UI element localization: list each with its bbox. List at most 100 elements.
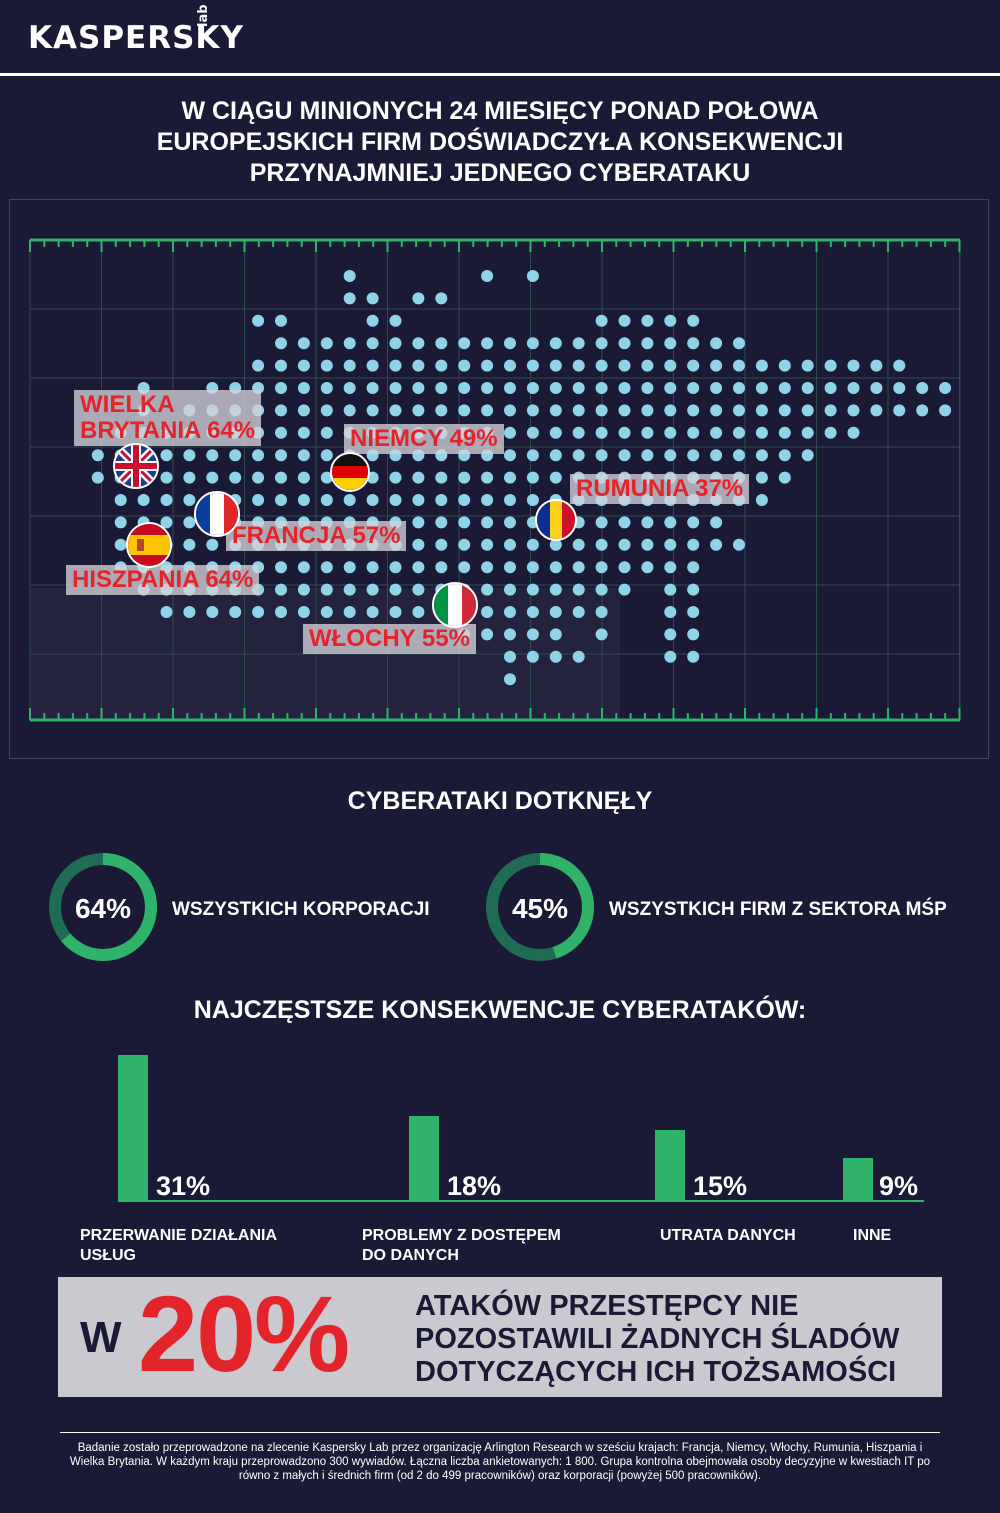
map-dot bbox=[733, 337, 745, 350]
donut-sme-value: 45% bbox=[511, 893, 569, 924]
map-dot bbox=[481, 628, 494, 641]
map-dot bbox=[755, 382, 768, 394]
map-dot bbox=[504, 650, 516, 663]
map-dot bbox=[801, 426, 814, 439]
banner-text-line: ATAKÓW PRZESTĘPCY NIE bbox=[415, 1290, 799, 1322]
bar-category-label: INNE bbox=[853, 1226, 891, 1246]
map-dot bbox=[297, 426, 310, 439]
map-dot bbox=[366, 359, 379, 372]
map-dot bbox=[435, 404, 448, 417]
map-dot bbox=[275, 494, 287, 506]
map-dot bbox=[481, 382, 494, 394]
map-dot bbox=[618, 583, 631, 596]
bar-value-label: 31% bbox=[156, 1171, 211, 1201]
map-dot bbox=[618, 426, 631, 439]
map-dot bbox=[297, 606, 310, 618]
map-dot bbox=[114, 516, 127, 529]
map-dot bbox=[687, 337, 700, 350]
italy-flag-icon bbox=[432, 582, 478, 628]
map-dot bbox=[343, 561, 356, 574]
map-dot bbox=[160, 494, 173, 506]
map-dot bbox=[572, 382, 585, 394]
anonymity-banner bbox=[58, 1277, 942, 1397]
map-dot bbox=[252, 494, 265, 506]
map-dot bbox=[526, 561, 539, 574]
map-dot bbox=[275, 561, 287, 574]
map-dot bbox=[939, 404, 952, 417]
map-dot bbox=[504, 561, 516, 574]
map-dot bbox=[549, 538, 562, 551]
map-dot bbox=[206, 538, 219, 551]
map-dot bbox=[229, 606, 242, 618]
map-dot bbox=[91, 471, 104, 484]
map-dot bbox=[160, 471, 173, 484]
map-dot bbox=[435, 292, 448, 305]
bar-category-line: DO DANYCH bbox=[362, 1247, 459, 1264]
map-dot bbox=[664, 650, 677, 663]
map-dot bbox=[733, 426, 745, 439]
map-dot bbox=[618, 449, 631, 462]
map-dot bbox=[435, 359, 448, 372]
map-dot bbox=[618, 382, 631, 394]
donut-sme-label: WSZYSTKICH FIRM Z SEKTORA MŚP bbox=[609, 899, 947, 920]
map-dot bbox=[595, 606, 608, 618]
map-dot bbox=[755, 426, 768, 439]
map-dot bbox=[343, 494, 356, 506]
map-dot bbox=[481, 516, 494, 529]
bar-value-label: 9% bbox=[879, 1171, 919, 1201]
map-dot bbox=[549, 382, 562, 394]
map-dot bbox=[847, 359, 860, 372]
map-dot bbox=[504, 583, 516, 596]
map-dot bbox=[458, 494, 471, 506]
map-dot bbox=[641, 516, 654, 529]
map-dot bbox=[389, 583, 402, 596]
map-dot bbox=[572, 404, 585, 417]
map-dot bbox=[504, 337, 516, 350]
map-dot bbox=[526, 650, 539, 663]
map-dot bbox=[572, 426, 585, 439]
map-dot bbox=[481, 359, 494, 372]
map-dot bbox=[893, 404, 906, 417]
map-dot bbox=[893, 359, 906, 372]
bar-value-label: 15% bbox=[693, 1171, 748, 1201]
map-dot bbox=[801, 382, 814, 394]
map-dot bbox=[641, 426, 654, 439]
map-dot bbox=[687, 449, 700, 462]
map-dot bbox=[549, 449, 562, 462]
map-dot bbox=[412, 606, 425, 618]
map-dot bbox=[458, 561, 471, 574]
map-dot bbox=[641, 449, 654, 462]
map-dot bbox=[183, 449, 196, 462]
map-dot bbox=[710, 449, 723, 462]
map-dot bbox=[778, 471, 791, 484]
map-dot bbox=[641, 538, 654, 551]
map-dot bbox=[320, 337, 333, 350]
map-dot bbox=[366, 606, 379, 618]
map-dot bbox=[618, 561, 631, 574]
label-uk-line2: BRYTANIA 64% bbox=[80, 417, 256, 444]
map-dot bbox=[572, 606, 585, 618]
footer-divider bbox=[60, 1432, 940, 1433]
donut-corporations-label: WSZYSTKICH KORPORACJI bbox=[172, 899, 430, 920]
map-dot bbox=[801, 449, 814, 462]
map-dot bbox=[710, 337, 723, 350]
map-dot bbox=[733, 449, 745, 462]
bar-category-line: USŁUG bbox=[80, 1247, 136, 1264]
map-dot bbox=[183, 471, 196, 484]
map-dot bbox=[595, 382, 608, 394]
map-dot bbox=[618, 359, 631, 372]
map-dot bbox=[412, 382, 425, 394]
map-dot bbox=[710, 538, 723, 551]
footnote: Badanie zostało przeprowadzone na zlecen… bbox=[69, 1442, 931, 1482]
map-dot bbox=[710, 516, 723, 529]
map-dot bbox=[114, 538, 127, 551]
map-dot bbox=[435, 538, 448, 551]
map-dot bbox=[664, 449, 677, 462]
map-dot bbox=[275, 359, 287, 372]
map-dot bbox=[549, 359, 562, 372]
bar-other bbox=[843, 1157, 873, 1200]
map-dot bbox=[504, 673, 516, 686]
map-dot bbox=[252, 606, 265, 618]
map-dot bbox=[916, 404, 929, 417]
map-dot bbox=[595, 359, 608, 372]
